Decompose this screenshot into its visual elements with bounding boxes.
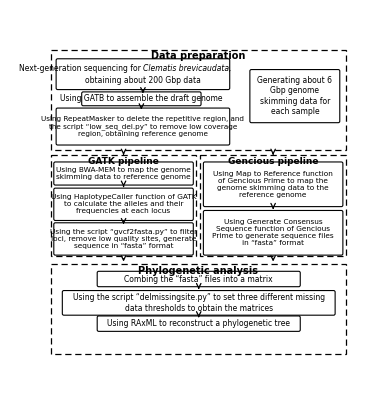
- Text: Using the script “gvcf2fasta.py” to filter
loci, remove low quality sites, gener: Using the script “gvcf2fasta.py” to filt…: [50, 229, 197, 249]
- Text: Using RepeatMasker to delete the repetitive region, and
the script “low_seq_del.: Using RepeatMasker to delete the repetit…: [41, 116, 245, 137]
- FancyBboxPatch shape: [204, 210, 343, 255]
- Text: Using BWA-MEM to map the genome
skimming data to reference genome: Using BWA-MEM to map the genome skimming…: [56, 167, 191, 180]
- Text: Using RAxML to reconstruct a phylogenetic tree: Using RAxML to reconstruct a phylogeneti…: [107, 319, 290, 328]
- Text: Using GATB to assemble the draft genome: Using GATB to assemble the draft genome: [60, 94, 223, 103]
- Text: Using Map to Reference function
of Gencious Prime to map the
genome skimming dat: Using Map to Reference function of Genci…: [213, 171, 333, 198]
- Text: Data preparation: Data preparation: [151, 52, 245, 62]
- FancyBboxPatch shape: [62, 290, 335, 315]
- FancyBboxPatch shape: [204, 162, 343, 207]
- FancyBboxPatch shape: [82, 92, 201, 106]
- Text: Next-generation sequencing for: Next-generation sequencing for: [19, 64, 143, 72]
- Text: Generating about 6
Gbp genome
skimming data for
each sample: Generating about 6 Gbp genome skimming d…: [257, 76, 332, 116]
- Text: Using the script “delmissingsite.py” to set three different missing
data thresho: Using the script “delmissingsite.py” to …: [73, 293, 325, 312]
- FancyBboxPatch shape: [97, 271, 300, 287]
- Text: Clematis brevicaudata,: Clematis brevicaudata,: [143, 64, 231, 72]
- FancyBboxPatch shape: [250, 70, 340, 123]
- FancyBboxPatch shape: [97, 316, 300, 331]
- FancyBboxPatch shape: [56, 108, 230, 145]
- Text: GATK pipeline: GATK pipeline: [88, 157, 159, 166]
- Text: Gencious pipeline: Gencious pipeline: [228, 157, 319, 166]
- Text: Combing the “fasta” files into a matrix: Combing the “fasta” files into a matrix: [124, 274, 273, 284]
- FancyBboxPatch shape: [54, 162, 193, 185]
- Text: Phylogenetic analysis: Phylogenetic analysis: [138, 266, 259, 276]
- Text: Using HaplotypeCaller function of GATK
to calculate the alleles and their
freque: Using HaplotypeCaller function of GATK t…: [51, 194, 196, 214]
- FancyBboxPatch shape: [56, 59, 230, 90]
- Text: obtaining about 200 Gbp data: obtaining about 200 Gbp data: [85, 76, 201, 85]
- FancyBboxPatch shape: [54, 188, 193, 220]
- Text: Using Generate Consensus
Sequence function of Gencious
Prime to generate sequenc: Using Generate Consensus Sequence functi…: [212, 219, 334, 246]
- FancyBboxPatch shape: [54, 223, 193, 255]
